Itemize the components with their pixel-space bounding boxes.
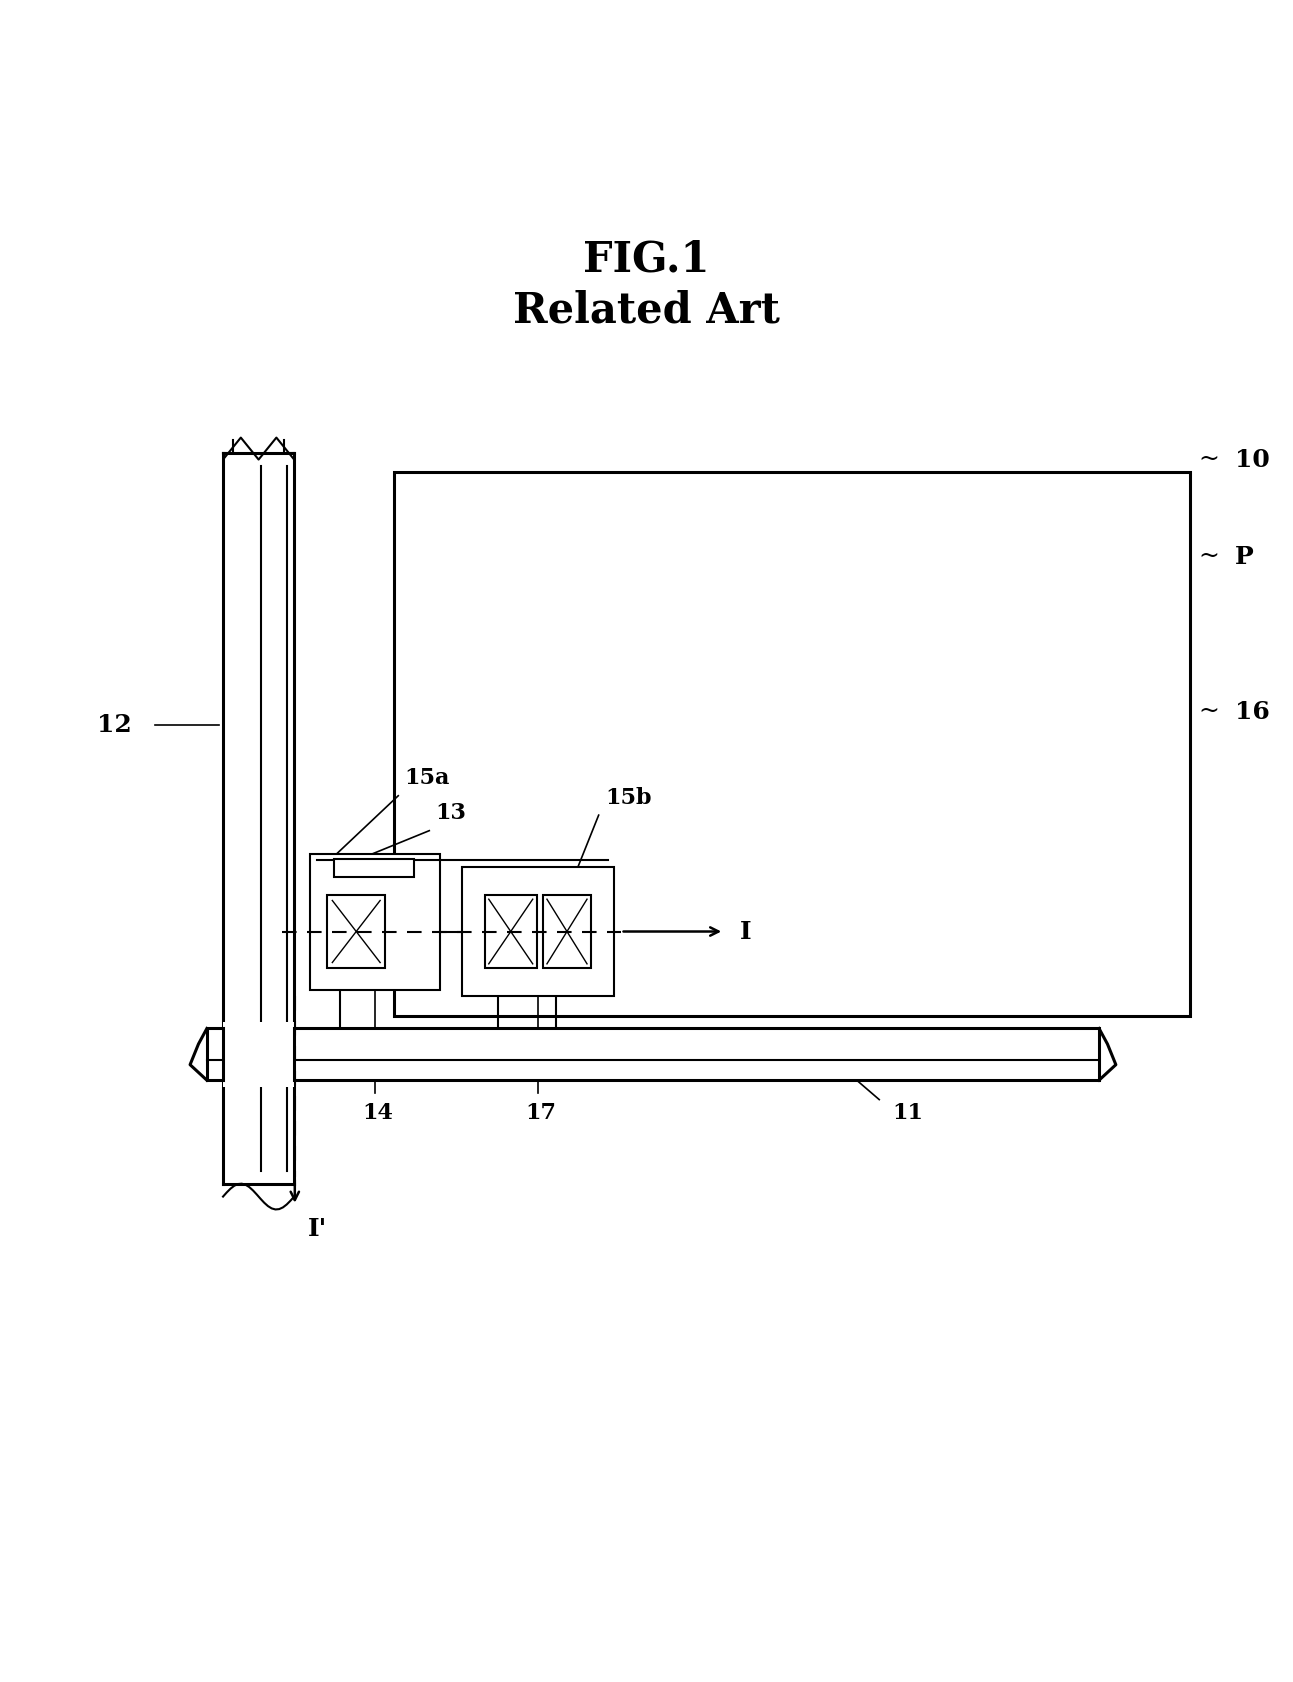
Text: 14: 14	[362, 1102, 393, 1124]
Text: 12: 12	[97, 713, 132, 737]
Text: Related Art: Related Art	[513, 289, 780, 331]
Bar	[207, 1028, 1099, 1080]
Text: FIG.1: FIG.1	[583, 239, 710, 281]
Text: 13: 13	[436, 802, 467, 824]
Bar	[462, 866, 614, 996]
Bar	[485, 895, 537, 967]
Bar	[310, 854, 440, 989]
Text: 11: 11	[892, 1102, 923, 1124]
Text: P: P	[1235, 545, 1254, 569]
Bar	[543, 895, 591, 967]
Text: 15b: 15b	[605, 787, 652, 809]
Bar	[224, 1023, 294, 1087]
Bar	[327, 895, 385, 967]
Text: 16: 16	[1235, 700, 1270, 723]
Text: 15a: 15a	[405, 767, 450, 789]
Text: I: I	[740, 920, 751, 944]
Text: I': I'	[308, 1216, 327, 1241]
Text: 17: 17	[525, 1102, 556, 1124]
Text: ~: ~	[1199, 545, 1219, 569]
Text: ~: ~	[1199, 447, 1219, 471]
Bar	[394, 473, 1190, 1016]
Text: ~: ~	[1199, 700, 1219, 723]
Bar	[334, 860, 414, 878]
Text: 10: 10	[1235, 447, 1270, 471]
